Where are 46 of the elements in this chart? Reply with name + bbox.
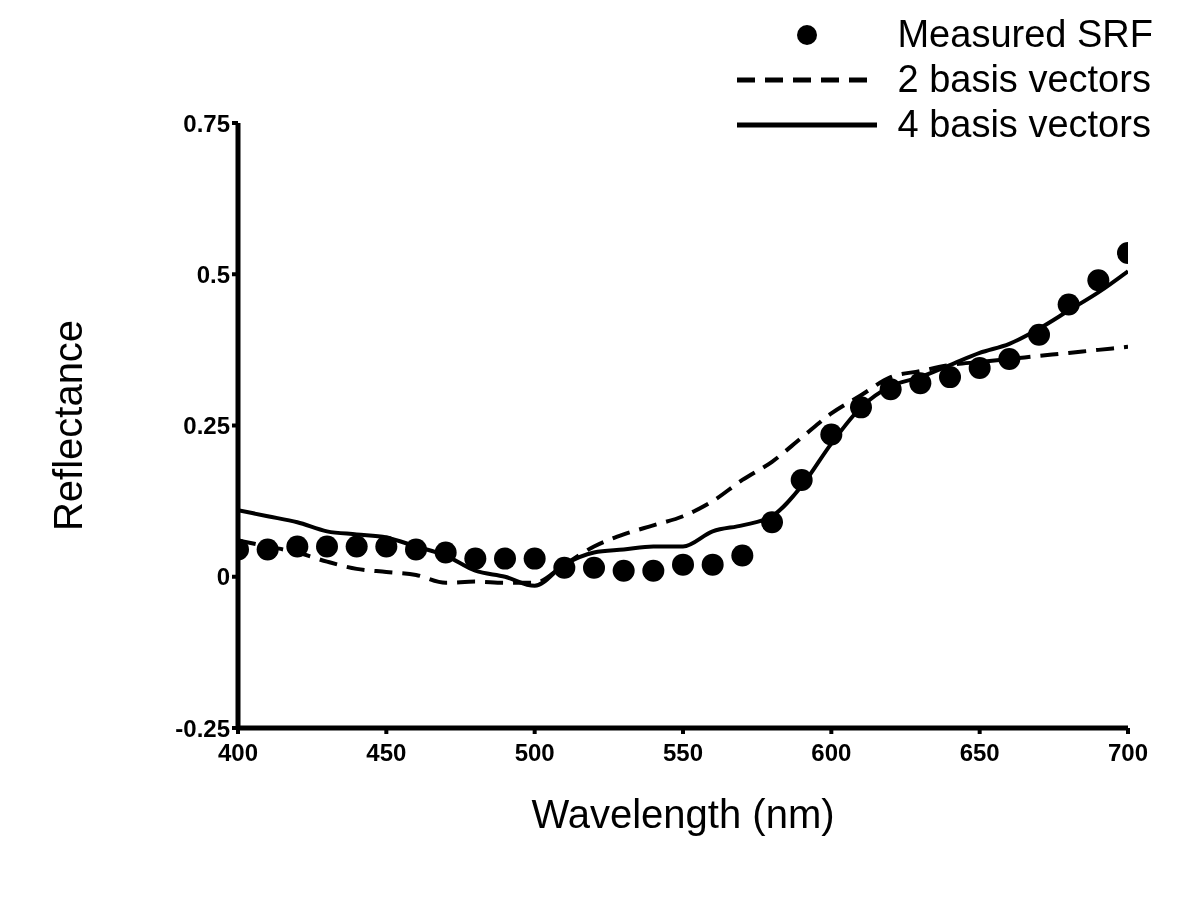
y-axis-title: Reflectance <box>46 319 91 532</box>
x-tick-label: 450 <box>366 739 407 767</box>
point <box>583 556 605 579</box>
y-tick-label: -0.25 <box>175 714 230 742</box>
point <box>345 535 368 558</box>
point <box>464 547 487 570</box>
point <box>939 366 961 389</box>
point <box>790 468 813 491</box>
point <box>968 357 991 380</box>
point <box>761 511 783 534</box>
point <box>820 423 843 446</box>
point <box>909 372 932 395</box>
y-tick-label: 0.25 <box>183 412 230 440</box>
point <box>642 559 665 582</box>
point <box>1028 323 1050 346</box>
legend-label: 4 basis vectors <box>897 103 1151 146</box>
point <box>1057 293 1080 316</box>
point <box>286 535 309 558</box>
point <box>879 378 902 401</box>
point <box>1087 269 1110 292</box>
x-tick-label: 700 <box>1107 739 1149 767</box>
y-tick-label: 0.75 <box>183 109 230 137</box>
x-tick-label: 400 <box>217 739 259 767</box>
point <box>523 547 546 570</box>
point <box>256 538 279 561</box>
y-tick-label: 0 <box>216 563 230 591</box>
x-tick-label: 600 <box>811 739 852 767</box>
point <box>672 553 694 576</box>
point <box>375 535 398 558</box>
point <box>494 547 516 570</box>
point <box>701 553 724 576</box>
y-tick-label: 0.5 <box>196 260 230 288</box>
x-tick-label: 650 <box>959 739 1000 767</box>
point <box>850 396 872 419</box>
x-tick-label: 500 <box>514 739 555 767</box>
point <box>998 347 1021 370</box>
x-axis-title: Wavelength (nm) <box>531 792 835 836</box>
point <box>405 538 427 561</box>
x-tick-label: 550 <box>662 739 704 767</box>
point <box>553 556 576 579</box>
legend-label: 2 basis vectors <box>897 58 1151 101</box>
point <box>316 535 338 558</box>
legend-label: Measured SRF <box>897 13 1153 56</box>
point <box>434 541 457 564</box>
point <box>731 544 754 567</box>
point <box>612 559 635 582</box>
